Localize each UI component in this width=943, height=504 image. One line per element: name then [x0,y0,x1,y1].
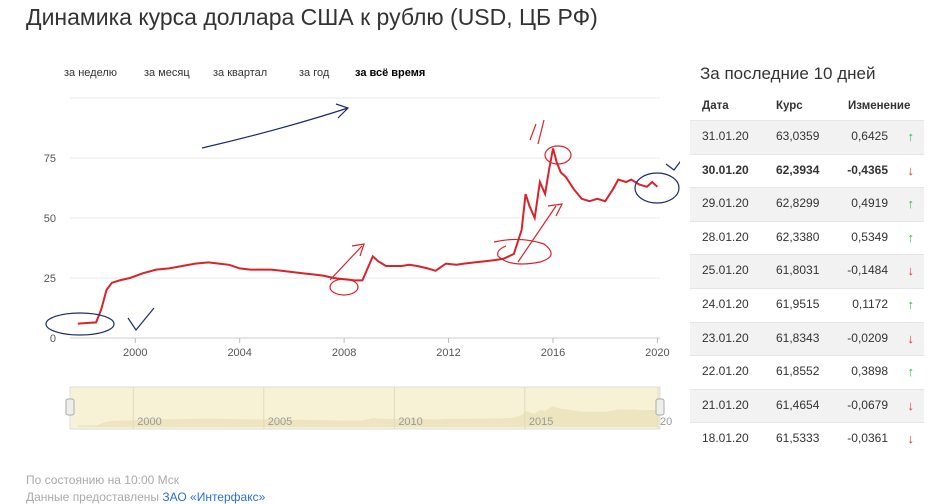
cell-change: 0,4919 [851,196,888,211]
navigator-tick-label: 2000 [137,416,161,428]
table-row: 21.01.20 61,4654 -0,0679 ↓ [690,388,924,423]
navigator-handle-left[interactable] [65,398,75,416]
annotation-check-start [127,307,155,332]
x-tick-label: 2012 [436,347,460,359]
arrow-down-icon: ↓ [907,330,915,346]
arrow-up-icon: ↑ [907,364,915,380]
cell-date: 31.01.20 [702,129,749,143]
cell-change: 0,6425 [851,129,888,143]
arrow-down-icon: ↓ [907,397,915,413]
tab-month[interactable]: за месяц [144,67,190,79]
header-change: Изменение [848,100,911,112]
cell-rate: 62,8299 [776,196,820,211]
cell-change: 0,5349 [851,229,888,244]
cell-rate: 61,8031 [776,263,820,278]
arrow-down-icon: ↓ [907,263,915,279]
x-tick-label: 2000 [123,347,147,359]
x-tick-label: 2004 [227,347,251,359]
arrow-up-icon: ↑ [907,296,915,312]
table-row: 24.01.20 61,9515 0,1172 ↑ [690,287,924,322]
cell-rate: 61,4654 [776,397,820,412]
y-tick-label: 0 [50,333,56,345]
annotation-arrow-2015 [517,203,564,263]
cell-date: 24.01.20 [702,296,749,311]
cell-rate: 62,3934 [776,162,820,177]
navigator-handle-right[interactable] [655,398,665,416]
cell-rate: 62,3380 [776,229,820,244]
annotation-arrow-blue [201,103,350,149]
navigator-tick-label: 2005 [268,416,292,428]
tab-year[interactable]: за год [299,67,330,79]
x-tick-label: 2008 [332,347,356,359]
cell-date: 30.01.20 [702,162,749,177]
table-row: 25.01.20 61,8031 -0,1484 ↓ [690,254,924,288]
annotation-circle-start [45,312,115,336]
y-tick-label: 25 [44,273,56,285]
tab-week[interactable]: за неделю [64,67,118,79]
cell-change: -0,1484 [847,263,888,278]
y-tick-label: 50 [44,213,56,225]
table-header: Дата Курс Изменение [690,92,924,120]
header-date: Дата [702,100,729,112]
annotation-circle-2008 [329,278,359,296]
navigator-tick-label: 2015 [529,416,553,428]
header-rate: Курс [776,100,803,112]
page-title: Динамика курса доллара США к рублю (USD,… [26,4,598,30]
cell-change: 0,1172 [852,296,888,311]
source-prefix: Данные предоставлены [26,490,160,504]
rates-table: Дата Курс Изменение 31.01.20 63,0359 0,642… [690,92,924,456]
cell-change: 0,3898 [851,364,888,379]
status-note: По состоянию на 10:00 Мск [26,473,180,487]
table-row: 18.01.20 61,5333 -0,0361 ↓ [690,422,924,456]
cell-change: -0,4365 [847,162,888,177]
navigator-tick-label: 20 [660,416,672,428]
cell-date: 23.01.20 [702,330,749,345]
cell-date: 29.01.20 [702,196,749,211]
y-tick-label: 75 [44,153,56,165]
table-row: 30.01.20 62,3934 -0,4365 ↓ [690,153,924,188]
cell-date: 25.01.20 [702,263,749,278]
cell-date: 22.01.20 [702,364,749,379]
x-tick-label: 2016 [541,347,565,359]
table-row: 23.01.20 61,8343 -0,0209 ↓ [690,321,924,356]
rate-chart: 0 25 50 75 2000 2004 2008 2012 2016 2020 2000 200… [44,97,680,430]
arrow-down-icon: ↓ [907,431,915,447]
cell-change: -0,0361 [847,431,888,446]
table-row: 31.01.20 63,0359 0,6425 ↑ [690,120,924,154]
annotation-circle-2016 [544,145,572,165]
table-row: 28.01.20 62,3380 0,5349 ↑ [690,220,924,255]
series-line-usd [77,148,659,325]
table-row: 29.01.20 62,8299 0,4919 ↑ [690,187,924,221]
arrow-up-icon: ↑ [907,229,915,245]
cell-date: 28.01.20 [702,229,749,244]
side-title: За последние 10 дней [700,64,876,83]
annotation-check-end [665,160,680,171]
annotation-circle-end [634,172,680,204]
cell-rate: 61,8552 [776,364,820,379]
cell-rate: 61,5333 [776,431,820,446]
source-note: Данные предоставлены ЗАО «Интерфакс» [26,490,265,504]
cell-change: -0,0679 [847,397,888,412]
source-link[interactable]: ЗАО «Интерфакс» [162,490,266,504]
cell-change: -0,0209 [847,330,888,345]
cell-rate: 63,0359 [776,129,820,143]
cell-rate: 61,8343 [776,330,820,345]
tab-quarter[interactable]: за квартал [213,67,268,79]
navigator-area [77,406,658,427]
annotation-mark-2016 [529,119,545,145]
annotation-circle-2014 [493,238,552,265]
navigator-tick-label: 2010 [398,416,422,428]
cell-date: 21.01.20 [702,397,749,412]
cell-date: 18.01.20 [702,431,749,446]
tab-all-time[interactable]: за всё время [355,67,426,79]
arrow-up-icon: ↑ [907,196,915,212]
cell-rate: 61,9515 [776,296,820,311]
arrow-down-icon: ↓ [907,162,915,178]
table-row: 22.01.20 61,8552 0,3898 ↑ [690,355,924,389]
x-tick-label: 2020 [645,347,669,359]
annotation-arrow-2008 [329,243,365,281]
arrow-up-icon: ↑ [907,129,915,144]
